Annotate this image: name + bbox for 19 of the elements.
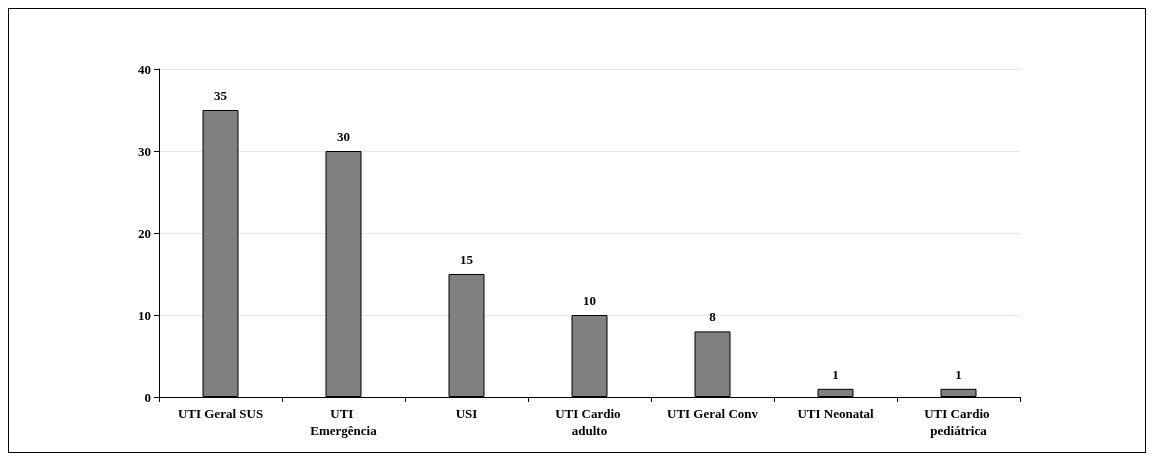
x-tick-label: UTI Geral Conv	[667, 406, 759, 421]
x-tick-label: UTI Cardio pediátrica	[924, 406, 993, 438]
data-label: 1	[832, 366, 839, 382]
x-tick-label: UTI Neonatal	[797, 406, 874, 421]
y-tick-label: 0	[144, 389, 151, 405]
y-tick-label: 10	[138, 307, 151, 323]
x-tick-label: USI	[455, 406, 478, 421]
y-tick-label: 40	[138, 61, 151, 77]
x-tick-label: UTI Geral SUS	[177, 406, 264, 421]
data-label: 10	[583, 293, 596, 308]
data-label: 30	[337, 129, 350, 144]
y-tick-label: 30	[138, 143, 151, 159]
x-tick-label: UTI Emergência	[310, 406, 378, 438]
y-tick-label: 20	[138, 225, 151, 241]
data-label: 35	[214, 88, 228, 103]
x-tick-label: UTI Cardio adulto	[555, 406, 624, 438]
data-label: 15	[460, 252, 474, 267]
data-label: 1	[955, 366, 962, 382]
data-label: 8	[709, 309, 717, 325]
